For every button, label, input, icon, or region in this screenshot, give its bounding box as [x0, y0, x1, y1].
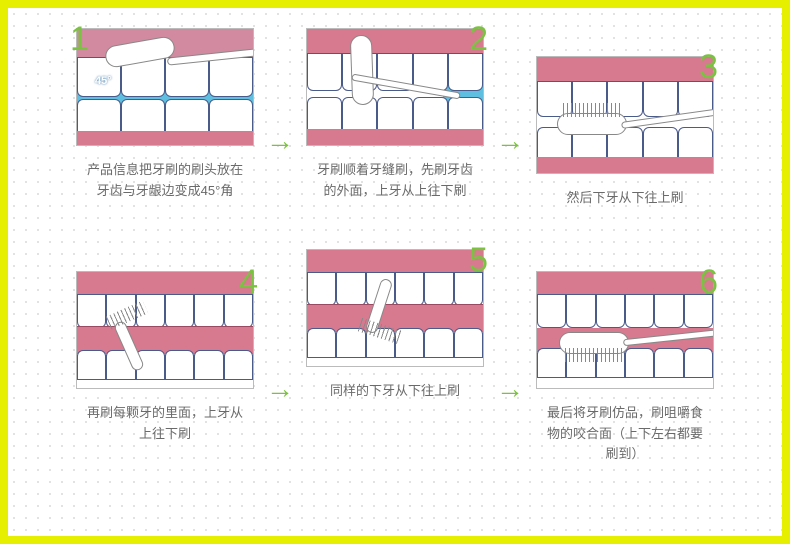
step-caption: 牙刷顺着牙缝刷，先刷牙齿的外面，上牙从上往下刷 [315, 160, 475, 202]
arrow-icon: → [496, 373, 524, 405]
step-number: 5 [469, 243, 488, 277]
step-illustration [306, 249, 484, 367]
step-caption: 然后下牙从下往上刷 [566, 188, 683, 209]
infographic-panel: 1 45° 产品信息把牙刷的刷头放在牙齿与牙龈边变成45°角 → 2 [8, 8, 782, 536]
step-number: 6 [699, 265, 718, 299]
row-1: 1 45° 产品信息把牙刷的刷头放在牙齿与牙龈边变成45°角 → 2 [28, 28, 762, 209]
step-illustration [536, 271, 714, 389]
step-number: 1 [70, 22, 89, 56]
step-illustration: 45° [76, 28, 254, 146]
step-caption: 再刷每颗牙的里面，上牙从上往下刷 [85, 403, 245, 445]
step-3: 3 然后下牙从下往上刷 [536, 56, 714, 209]
step-caption: 同样的下牙从下往上刷 [330, 381, 460, 402]
step-caption: 产品信息把牙刷的刷头放在牙齿与牙龈边变成45°角 [85, 160, 245, 202]
step-illustration [536, 56, 714, 174]
step-illustration [76, 271, 254, 389]
row-2: 4 再刷每颗牙的里面，上牙从上往下刷 → 5 [28, 249, 762, 465]
arrow-icon: → [266, 125, 294, 157]
step-1: 1 45° 产品信息把牙刷的刷头放在牙齿与牙龈边变成45°角 [76, 28, 254, 202]
step-number: 3 [699, 50, 718, 84]
arrow-icon: → [496, 125, 524, 157]
step-6: 6 最后将牙刷仿品，刷咀嚼食物的咬合面（上下左右都要刷到） [536, 271, 714, 465]
angle-label: 45° [95, 75, 112, 87]
step-5: 5 同样的下牙从下往上刷 [306, 249, 484, 402]
step-4: 4 再刷每颗牙的里面，上牙从上往下刷 [76, 271, 254, 445]
step-illustration [306, 28, 484, 146]
step-2: 2 牙刷顺着牙缝刷，先刷牙齿的外面，上牙从上往下刷 [306, 28, 484, 202]
arrow-icon: → [266, 373, 294, 405]
step-number: 2 [469, 22, 488, 56]
step-caption: 最后将牙刷仿品，刷咀嚼食物的咬合面（上下左右都要刷到） [545, 403, 705, 465]
step-number: 4 [239, 265, 258, 299]
